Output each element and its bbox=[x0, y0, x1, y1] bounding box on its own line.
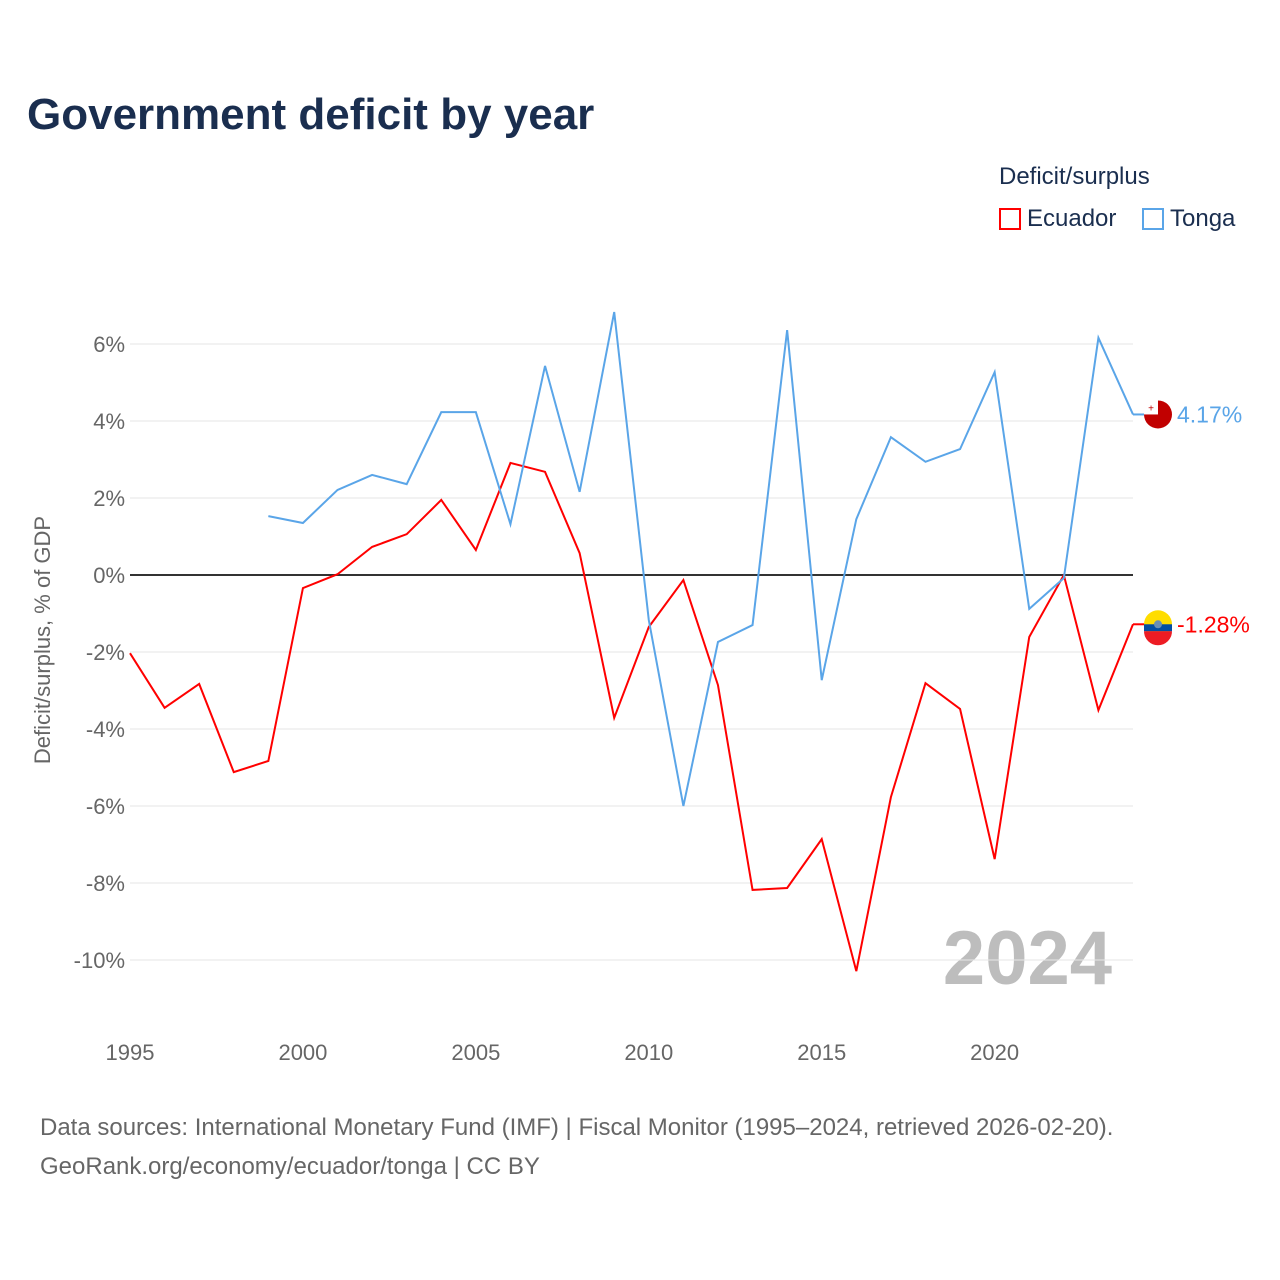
legend-title: Deficit/surplus bbox=[999, 163, 1150, 190]
legend-swatch-ecuador bbox=[999, 208, 1021, 230]
flag-emblem bbox=[1154, 620, 1162, 629]
source-link[interactable]: GeoRank.org/economy/ecuador/tonga | CC B… bbox=[40, 1153, 540, 1180]
legend-item-tonga[interactable]: Tonga bbox=[1142, 205, 1235, 233]
y-tick-label: -4% bbox=[86, 717, 125, 742]
y-tick-label: 2% bbox=[93, 486, 125, 511]
y-tick-label: -6% bbox=[86, 794, 125, 819]
legend-label: Tonga bbox=[1170, 205, 1236, 232]
flag-cross: + bbox=[1148, 403, 1154, 414]
end-value-label-ecuador: -1.28% bbox=[1177, 611, 1250, 637]
y-tick-label: 6% bbox=[93, 332, 125, 357]
legend-item-ecuador[interactable]: Ecuador bbox=[999, 205, 1116, 233]
y-tick-label: 4% bbox=[93, 409, 125, 434]
x-tick-label: 1995 bbox=[106, 1040, 155, 1065]
flag-stripe-red bbox=[1144, 631, 1172, 646]
legend-label: Ecuador bbox=[1027, 205, 1117, 232]
chart-title: Government deficit by year bbox=[27, 90, 595, 139]
y-tick-label: -8% bbox=[86, 871, 125, 896]
y-tick-label: -2% bbox=[86, 640, 125, 665]
end-value-label-tonga: 4.17% bbox=[1177, 401, 1242, 427]
x-tick-label: 2005 bbox=[451, 1040, 500, 1065]
series-line-tonga bbox=[268, 311, 1134, 807]
legend-swatch-tonga bbox=[1142, 208, 1164, 230]
y-tick-label: -10% bbox=[74, 948, 125, 973]
series-line-ecuador bbox=[129, 461, 1134, 972]
y-axis-label: Deficit/surplus, % of GDP bbox=[30, 516, 55, 764]
x-tick-label: 2020 bbox=[970, 1040, 1019, 1065]
source-note: Data sources: International Monetary Fun… bbox=[40, 1108, 1113, 1186]
y-tick-label: 0% bbox=[93, 563, 125, 588]
year-watermark: 2024 bbox=[943, 916, 1112, 1001]
x-tick-label: 2015 bbox=[797, 1040, 846, 1065]
x-tick-label: 2010 bbox=[624, 1040, 673, 1065]
source-line: Data sources: International Monetary Fun… bbox=[40, 1114, 1114, 1141]
x-tick-label: 2000 bbox=[278, 1040, 327, 1065]
flag-canton bbox=[1144, 400, 1158, 415]
